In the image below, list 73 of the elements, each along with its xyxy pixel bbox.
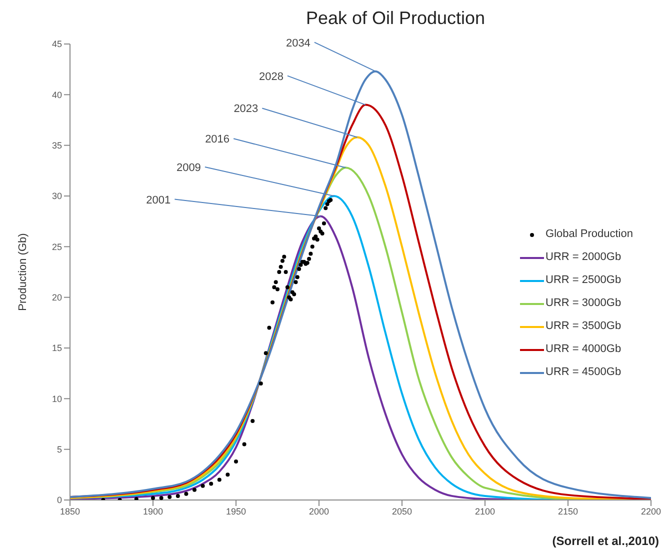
- point: [250, 418, 255, 423]
- point: [151, 496, 155, 500]
- chart-title: Peak of Oil Production: [304, 8, 486, 30]
- point: [277, 270, 282, 274]
- point: [295, 275, 300, 280]
- legend-label: URR = 3000Gb: [546, 296, 622, 311]
- y-tick-label: 5: [56, 444, 62, 455]
- point: [278, 264, 283, 269]
- x-tick-label: 1950: [226, 506, 246, 516]
- point: [134, 496, 138, 500]
- point: [159, 496, 164, 500]
- point: [308, 252, 313, 256]
- point: [184, 492, 188, 496]
- point: [307, 256, 312, 261]
- legend-label: URR = 3500Gb: [546, 319, 622, 334]
- y-tick-label: 45: [52, 39, 62, 50]
- point: [324, 206, 328, 210]
- point: [192, 488, 196, 492]
- x-tick-label: 1900: [142, 506, 164, 516]
- point: [264, 351, 268, 356]
- y-tick-label: 10: [52, 394, 62, 404]
- annotation: 2023: [234, 103, 258, 116]
- point: [272, 285, 276, 290]
- point: [258, 381, 263, 386]
- annotation: 2001: [146, 194, 171, 206]
- x-tick-label: 2200: [640, 506, 662, 516]
- y-tick-label: 25: [52, 242, 62, 252]
- point: [322, 221, 326, 226]
- legend-label: URR = 2500Gb: [546, 273, 622, 288]
- point: [168, 494, 172, 499]
- point: [226, 472, 230, 477]
- point: [317, 226, 321, 230]
- y-tick-label: 0: [56, 495, 62, 506]
- x-tick-label: 1850: [60, 506, 80, 516]
- point: [270, 300, 275, 304]
- point: [298, 262, 303, 267]
- point: [217, 478, 222, 482]
- point: [234, 459, 238, 464]
- annotation: 2028: [258, 70, 284, 83]
- y-axis-title: Production (Gb): [16, 233, 29, 311]
- x-tick-label: 2100: [474, 506, 496, 516]
- y-tick-label: 15: [52, 343, 62, 354]
- point: [242, 442, 246, 446]
- point: [325, 202, 330, 206]
- point: [176, 494, 180, 498]
- y-tick-label: 30: [52, 191, 62, 202]
- point: [315, 238, 320, 242]
- x-tick-label: 2000: [308, 506, 330, 516]
- point: [200, 484, 205, 488]
- point: [294, 280, 298, 284]
- point: [282, 254, 286, 259]
- point: [276, 287, 280, 292]
- point: [284, 270, 288, 274]
- y-tick-label: 35: [52, 140, 62, 151]
- point: [209, 482, 214, 486]
- x-tick-label: 2050: [392, 506, 412, 516]
- legend-label: URR = 4000Gb: [546, 342, 622, 357]
- y-tick-label: 40: [52, 90, 62, 100]
- point: [310, 244, 314, 249]
- text: (Sorrell et al.,2010): [551, 534, 660, 548]
- point: [274, 280, 278, 284]
- legend-label: URR = 2000Gb: [546, 250, 622, 265]
- legend-label: URR = 4500Gb: [546, 365, 622, 380]
- annotation: 2016: [205, 134, 230, 146]
- point: [280, 258, 284, 263]
- point: [297, 266, 302, 271]
- point: [267, 326, 272, 330]
- x-tick-label: 2150: [558, 506, 578, 516]
- point: [285, 285, 290, 290]
- y-tick-label: 20: [52, 292, 62, 303]
- annotation: 2034: [286, 37, 310, 50]
- annotation: 2009: [176, 162, 201, 174]
- legend-label: Global Production: [546, 227, 633, 242]
